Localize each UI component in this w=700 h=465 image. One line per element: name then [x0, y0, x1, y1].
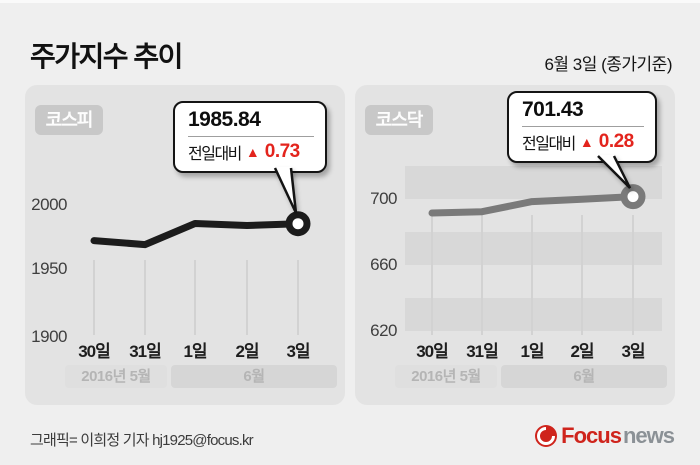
x-axis-label: 3일: [286, 342, 310, 361]
y-axis-label: 660: [370, 255, 397, 274]
top-strip: [0, 0, 700, 3]
kospi-callout: 1985.84 전일대비 ▲ 0.73: [173, 101, 327, 173]
kosdaq-callout: 701.43 전일대비 ▲ 0.28: [507, 91, 657, 163]
up-triangle-icon: ▲: [245, 144, 260, 160]
change-label: 전일대비: [522, 136, 576, 153]
kospi-change-row: 전일대비 ▲ 0.73: [188, 140, 314, 164]
plot-stripe: [405, 298, 662, 331]
x-axis-label: 2일: [570, 342, 594, 361]
last-point-marker: [620, 184, 646, 210]
index-line: [428, 193, 637, 217]
plot-stripe: [405, 232, 662, 265]
month-band: 2016년 5월: [65, 365, 167, 388]
callout-divider: [188, 136, 314, 137]
kosdaq-change-value: 0.28: [598, 131, 634, 152]
x-axis-label: 1일: [520, 342, 544, 361]
footer-credit: 그래픽= 이희정 기자 hj1925@focus.kr: [30, 432, 254, 449]
kospi-index-chip: 코스피: [35, 105, 103, 135]
focus-news-logo: Focus news: [534, 422, 675, 450]
x-axis-label: 31일: [129, 342, 162, 361]
last-point-marker: [285, 211, 311, 237]
callout-divider: [522, 126, 644, 127]
x-axis-label: 31일: [466, 342, 499, 361]
kospi-chart-panel: 코스피 1985.84 전일대비 ▲ 0.73 2000 1950 1900 30일 3…: [25, 85, 345, 405]
index-line: [90, 220, 302, 249]
x-axis-label: 1일: [183, 342, 207, 361]
kosdaq-index-chip: 코스닥: [365, 105, 433, 135]
x-axis-label: 2일: [235, 342, 259, 361]
kosdaq-chart-panel: 코스닥 701.43 전일대비 ▲ 0.28 700 660 620 30일 31일 1일…: [355, 85, 675, 405]
page-title: 주가지수 추이: [30, 40, 183, 72]
month-band: 2016년 5월: [395, 365, 497, 388]
kosdaq-change-row: 전일대비 ▲ 0.28: [522, 130, 644, 154]
focus-swirl-icon: [535, 425, 558, 447]
x-axis-label: 30일: [416, 342, 449, 361]
x-axis-label: 30일: [78, 342, 111, 361]
kospi-close-value: 1985.84: [188, 108, 261, 131]
kosdaq-close-value: 701.43: [522, 98, 584, 121]
month-band: 6월: [171, 365, 337, 388]
y-axis-label: 1950: [31, 259, 67, 278]
x-axis-label: 3일: [621, 342, 645, 361]
date-note: 6월 3일 (종가기준): [544, 55, 672, 74]
logo-text-primary: Focus: [561, 423, 622, 448]
logo-text-secondary: news: [622, 423, 675, 448]
y-axis-label: 700: [370, 189, 397, 208]
change-label: 전일대비: [188, 146, 242, 163]
y-axis-label: 620: [370, 321, 397, 340]
month-band: 6월: [501, 365, 667, 388]
y-axis-label: 2000: [31, 195, 67, 214]
up-triangle-icon: ▲: [579, 134, 594, 150]
y-axis-label: 1900: [31, 327, 67, 346]
kospi-chart-canvas: [90, 211, 311, 335]
kospi-change-value: 0.73: [264, 141, 300, 162]
